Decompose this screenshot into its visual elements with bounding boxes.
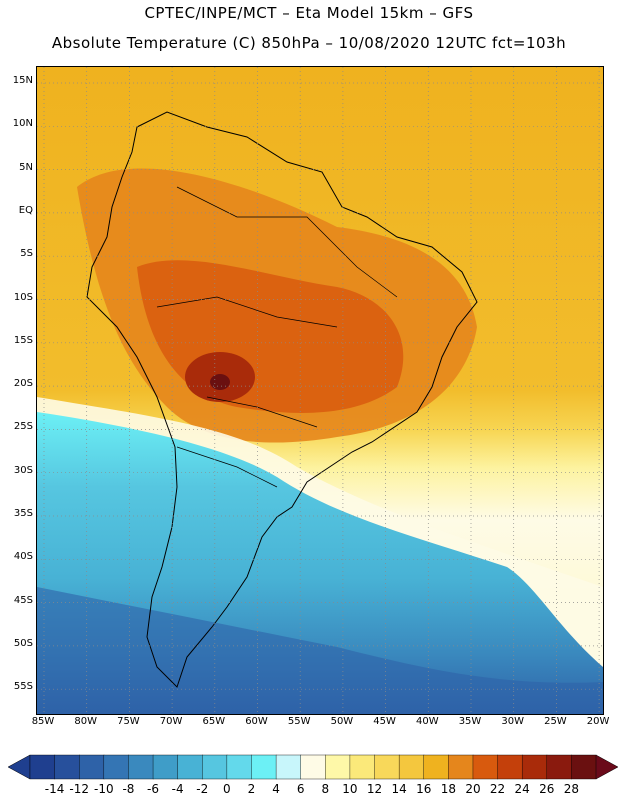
colorbar-swatch: [448, 754, 474, 780]
colorbar-swatch: [349, 754, 376, 780]
colorbar-swatch: [571, 754, 597, 780]
lon-label-80W: 80W: [74, 716, 97, 727]
colorbar-swatch: [79, 754, 105, 780]
lat-label-45S: 45S: [13, 594, 33, 606]
colorbar-max-arrow: [595, 754, 618, 780]
colorbar-label--6: -6: [147, 782, 160, 796]
colorbar-swatch: [521, 754, 548, 780]
lat-label-35S: 35S: [13, 508, 33, 519]
colorbar-swatch: [497, 754, 523, 780]
colorbar-label-8: 8: [321, 782, 330, 796]
colorbar-swatch: [374, 754, 400, 780]
colorbar-swatch: [300, 754, 326, 780]
lon-label-25W: 25W: [544, 716, 567, 727]
lon-label-55W: 55W: [287, 716, 311, 727]
colorbar-label-22: 22: [489, 782, 506, 796]
lat-label-10N: 10N: [12, 118, 33, 130]
colorbar-swatch: [472, 754, 499, 780]
colorbar-swatch: [103, 754, 129, 780]
lat-label-5N: 5N: [19, 161, 33, 173]
colorbar-label-2: 2: [247, 782, 256, 796]
colorbar-label-10: 10: [342, 782, 358, 796]
temperature-map: [36, 66, 604, 715]
colorbar-swatch: [423, 754, 449, 780]
colorbar-swatch: [177, 754, 203, 780]
colorbar-swatch: [546, 754, 572, 780]
lon-label-20W: 20W: [586, 716, 610, 727]
lat-label-25S: 25S: [13, 421, 33, 433]
colorbar-label--12: -12: [69, 782, 89, 796]
colorbar-label--8: -8: [122, 782, 135, 796]
lat-label-15N: 15N: [12, 75, 33, 86]
lon-label-75W: 75W: [117, 716, 140, 727]
country-borders: [156, 186, 398, 488]
lat-label-50S: 50S: [13, 637, 33, 649]
continent-outline: [86, 111, 478, 688]
lat-label-20S: 20S: [13, 378, 33, 390]
lon-label-50W: 50W: [330, 716, 354, 727]
lon-label-70W: 70W: [159, 716, 183, 727]
colorbar-label-18: 18: [440, 782, 456, 796]
colorbar-label-24: 24: [514, 782, 530, 796]
temperature-field: [37, 67, 603, 714]
lat-label-30S: 30S: [13, 464, 33, 476]
colorbar-min-arrow: [8, 754, 31, 780]
lat-label-EQ: EQ: [18, 204, 33, 216]
lon-label-35W: 35W: [458, 716, 482, 727]
lat-label-5S: 5S: [20, 248, 33, 260]
colorbar-label--4: -4: [171, 782, 184, 796]
colorbar-label-28: 28: [563, 782, 580, 796]
colorbar-swatch: [398, 754, 425, 780]
color-scale-bar: [8, 754, 618, 780]
colorbar-swatch: [152, 754, 179, 780]
lat-label-55S: 55S: [13, 681, 33, 693]
lon-label-30W: 30W: [501, 716, 524, 727]
colorbar-swatch: [275, 754, 302, 780]
colorbar-label-0: 0: [223, 782, 231, 796]
lon-label-65W: 65W: [202, 716, 226, 727]
colorbar-label-6: 6: [296, 782, 305, 796]
colorbar-swatch: [54, 754, 80, 780]
lat-label-10S: 10S: [13, 291, 33, 303]
colorbar-label-12: 12: [366, 782, 383, 796]
colorbar-label--10: -10: [94, 782, 114, 796]
colorbar-label--14: -14: [44, 782, 65, 796]
colorbar-swatch: [128, 754, 154, 780]
colorbar-label-20: 20: [465, 782, 481, 796]
colorbar-label-26: 26: [539, 782, 555, 796]
colorbar-label-14: 14: [391, 782, 407, 796]
colorbar-label--2: -2: [196, 782, 209, 796]
colorbar-label-16: 16: [416, 782, 432, 796]
lat-label-40S: 40S: [13, 551, 33, 563]
lon-label-40W: 40W: [415, 716, 439, 727]
map-title-source: CPTEC/INPE/MCT – Eta Model 15km – GFS: [144, 4, 474, 22]
colorbar-label-4: 4: [272, 782, 280, 796]
colorbar-swatch: [29, 754, 56, 780]
colorbar-swatch: [226, 754, 252, 780]
lon-label-60W: 60W: [245, 716, 268, 727]
lon-label-45W: 45W: [373, 716, 396, 727]
colorbar-swatch: [202, 754, 228, 780]
lon-label-85W: 85W: [31, 716, 55, 727]
colorbar-swatch: [325, 754, 351, 780]
colorbar-swatch: [251, 754, 277, 780]
map-title-variable: Absolute Temperature (C) 850hPa – 10/08/…: [51, 34, 567, 52]
lat-label-15S: 15S: [13, 334, 33, 346]
peak-core: [210, 374, 230, 390]
